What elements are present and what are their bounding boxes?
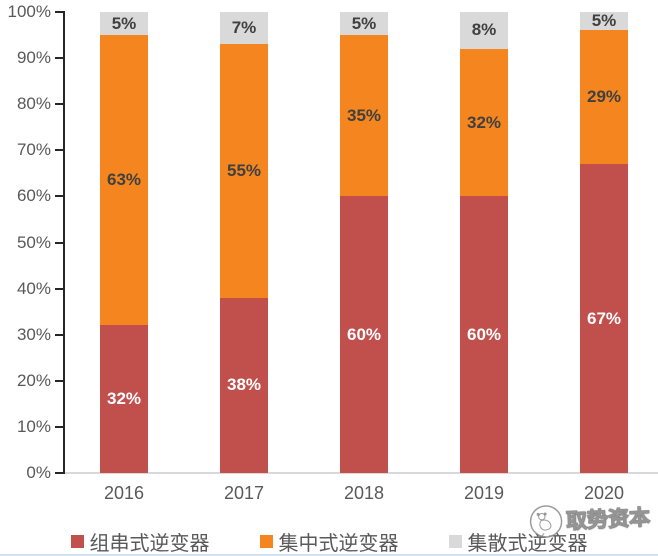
x-axis-tick-label: 2020 [583,483,625,503]
y-axis-tick-label: 70% [16,140,51,160]
y-axis-tick [55,379,64,382]
y-axis-tick [55,103,64,106]
y-axis-tick [55,11,64,13]
bar-segment-label: 35% [346,105,382,125]
legend-swatch-icon [259,535,273,548]
x-axis-tick-label: 2018 [343,483,385,503]
y-axis-tick [55,333,64,336]
x-axis-baseline [65,472,658,474]
bar-segment [460,12,508,49]
bar-segment-label: 55% [226,161,262,181]
y-axis-tick [55,472,64,474]
legend-label: 集中式逆变器 [278,533,399,555]
bar-segment [220,297,268,473]
bar-segment [100,35,148,326]
y-axis-tick-label: 80% [16,94,51,114]
y-axis-tick-label: 20% [16,370,51,390]
bar-segment [580,30,628,165]
x-axis-tick-label: 2019 [463,483,505,503]
y-axis-tick-label: 100% [7,1,51,21]
bar-segment-label: 60% [466,324,502,344]
y-axis-tick [55,425,64,428]
y-axis-tick [55,57,64,60]
legend-swatch-icon [70,535,84,548]
bar-segment [460,48,508,197]
bar-segment [340,12,388,36]
bar-segment-label: 5% [591,11,617,31]
bar-segment-label: 7% [231,18,257,38]
bar-segment [100,325,148,473]
bar-segment-label: 67% [586,308,622,328]
bar-segment-label: 63% [106,170,142,190]
bar-segment-label: 8% [471,20,497,40]
y-axis-tick-label: 40% [16,278,51,298]
bar-segment [100,12,148,36]
y-axis-tick [55,195,64,198]
bar-segment-label: 60% [346,324,382,344]
legend-swatch-icon [448,535,462,548]
y-axis-tick-label: 10% [16,416,51,436]
y-axis-line [63,11,65,474]
legend-label: 集散式逆变器 [467,533,588,555]
legend-item: 组串式逆变器 [70,527,210,556]
y-axis-tick-label: 30% [16,324,51,344]
bar-segment [340,35,388,197]
bar-segment [580,164,628,473]
bar-segment [220,44,268,298]
legend-item: 集散式逆变器 [448,527,588,556]
y-axis-tick [55,241,64,244]
bottom-divider [0,554,658,556]
bar-segment-label: 32% [106,389,142,409]
x-axis-tick-label: 2017 [223,483,265,503]
bar-segment-label: 5% [111,13,137,33]
legend-label: 组串式逆变器 [89,533,210,555]
y-axis-tick-label: 60% [16,186,51,206]
y-axis-tick-label: 50% [16,232,51,252]
bar-segment-label: 32% [466,112,502,132]
bar-segment [460,196,508,473]
bar-segment [220,12,268,45]
chart-legend: 组串式逆变器 集中式逆变器 集散式逆变器 [0,527,658,556]
y-axis-tick [55,149,64,152]
bar-segment-label: 29% [586,87,622,107]
y-axis-tick-label: 0% [26,463,51,482]
x-axis-tick-label: 2016 [103,483,145,503]
y-axis-tick [55,287,64,290]
bar-segment [580,12,628,31]
legend-item: 集中式逆变器 [259,527,399,556]
y-axis-tick-label: 90% [16,48,51,68]
bar-segment [340,196,388,473]
bar-segment-label: 5% [351,13,377,33]
bar-segment-label: 38% [226,375,262,395]
